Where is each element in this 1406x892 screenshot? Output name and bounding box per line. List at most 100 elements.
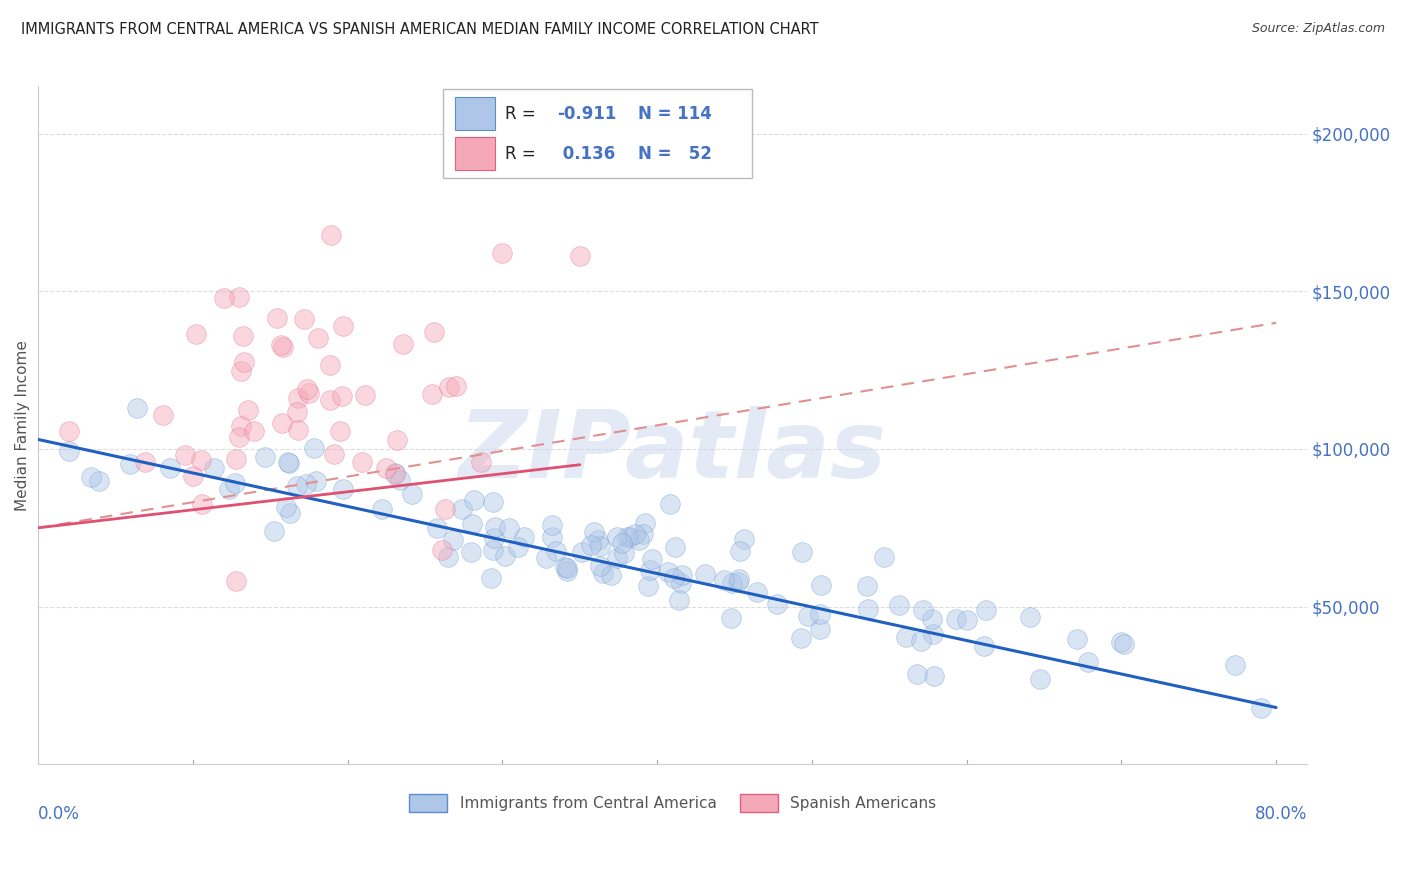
Point bbox=[482, 531, 505, 545]
Point bbox=[58, 424, 80, 438]
Point bbox=[1077, 655, 1099, 669]
Point bbox=[173, 448, 195, 462]
Point bbox=[974, 603, 997, 617]
Point bbox=[693, 567, 716, 582]
Point bbox=[616, 530, 638, 544]
Point bbox=[270, 338, 292, 352]
Point bbox=[1109, 635, 1132, 649]
Point bbox=[329, 424, 352, 438]
Point bbox=[420, 387, 443, 401]
Point bbox=[285, 404, 308, 418]
Point bbox=[922, 626, 945, 640]
Point bbox=[120, 457, 142, 471]
Point bbox=[233, 355, 256, 369]
Point bbox=[730, 544, 752, 558]
Point bbox=[451, 502, 474, 516]
Point bbox=[973, 639, 995, 653]
Text: N =   52: N = 52 bbox=[638, 145, 711, 163]
Point bbox=[637, 579, 659, 593]
Point bbox=[557, 560, 579, 574]
Y-axis label: Median Family Income: Median Family Income bbox=[15, 340, 30, 511]
Point bbox=[298, 386, 321, 401]
Point bbox=[541, 530, 564, 544]
Point bbox=[318, 393, 340, 408]
Point bbox=[374, 461, 396, 475]
Point bbox=[437, 549, 460, 564]
Point bbox=[571, 545, 593, 559]
Point bbox=[631, 527, 654, 541]
Text: 0.0%: 0.0% bbox=[38, 805, 80, 823]
Point bbox=[586, 533, 609, 548]
Text: Source: ZipAtlas.com: Source: ZipAtlas.com bbox=[1251, 22, 1385, 36]
Point bbox=[437, 380, 460, 394]
Point bbox=[610, 535, 633, 549]
Point bbox=[512, 530, 534, 544]
Point bbox=[460, 545, 482, 559]
Point bbox=[491, 246, 513, 260]
Point bbox=[352, 455, 374, 469]
Point bbox=[354, 388, 377, 402]
Point bbox=[384, 467, 406, 481]
Point bbox=[389, 474, 412, 488]
Point bbox=[302, 441, 325, 455]
Point bbox=[921, 612, 943, 626]
Point bbox=[254, 450, 277, 465]
Point bbox=[633, 516, 655, 530]
Text: IMMIGRANTS FROM CENTRAL AMERICA VS SPANISH AMERICAN MEDIAN FAMILY INCOME CORRELA: IMMIGRANTS FROM CENTRAL AMERICA VS SPANI… bbox=[21, 22, 818, 37]
Point bbox=[191, 497, 214, 511]
Point bbox=[873, 550, 896, 565]
Point bbox=[790, 631, 813, 645]
Text: R =: R = bbox=[505, 105, 536, 123]
Point bbox=[229, 419, 252, 434]
Point bbox=[287, 391, 309, 405]
Point bbox=[292, 311, 315, 326]
Point bbox=[58, 443, 80, 458]
Point bbox=[910, 633, 932, 648]
Point bbox=[482, 495, 505, 509]
Point bbox=[889, 598, 911, 612]
Text: R =: R = bbox=[505, 145, 536, 163]
Point bbox=[274, 500, 297, 515]
Point bbox=[664, 540, 686, 554]
Point bbox=[295, 477, 318, 491]
Point bbox=[668, 593, 690, 607]
Point bbox=[896, 630, 918, 644]
Point bbox=[271, 340, 294, 354]
Point bbox=[905, 667, 928, 681]
Point bbox=[727, 574, 749, 589]
Point bbox=[606, 530, 628, 544]
Point bbox=[1114, 637, 1136, 651]
Point bbox=[1018, 610, 1040, 624]
Point bbox=[589, 558, 612, 573]
Point bbox=[243, 424, 266, 438]
Text: N = 114: N = 114 bbox=[638, 105, 711, 123]
Point bbox=[856, 602, 879, 616]
Point bbox=[1066, 632, 1088, 647]
Point bbox=[606, 551, 628, 566]
Point bbox=[433, 502, 456, 516]
Point bbox=[922, 669, 945, 683]
Point bbox=[225, 574, 247, 589]
Point bbox=[463, 493, 485, 508]
Point bbox=[808, 607, 831, 622]
Point bbox=[430, 543, 453, 558]
Point bbox=[307, 331, 329, 345]
Point bbox=[638, 562, 661, 576]
Point bbox=[579, 538, 602, 552]
Point bbox=[534, 551, 557, 566]
Point bbox=[671, 568, 693, 582]
Point bbox=[956, 613, 979, 627]
Point bbox=[218, 483, 240, 497]
Point bbox=[287, 423, 309, 437]
Point bbox=[484, 519, 506, 533]
Point bbox=[662, 571, 685, 585]
Point bbox=[856, 579, 879, 593]
Point bbox=[190, 453, 212, 467]
FancyBboxPatch shape bbox=[443, 89, 752, 178]
Point bbox=[671, 576, 693, 591]
Text: -0.911: -0.911 bbox=[557, 105, 617, 123]
Point bbox=[127, 401, 149, 415]
Point bbox=[332, 319, 354, 334]
Point bbox=[623, 526, 645, 541]
Point bbox=[481, 543, 503, 558]
